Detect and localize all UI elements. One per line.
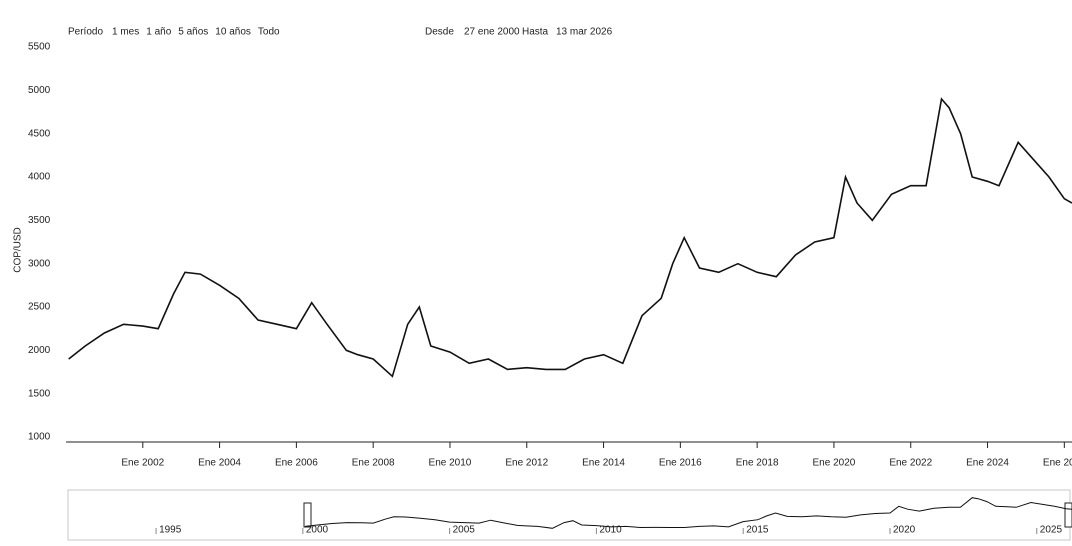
y-tick-label: 3000 (28, 258, 51, 269)
x-tick-label: Ene 2004 (198, 458, 241, 469)
y-tick-label: 5000 (28, 85, 51, 96)
y-tick-label: 3500 (28, 215, 51, 226)
x-tick-label: Ene 2024 (966, 458, 1009, 469)
navigator-tick-label: 1995 (159, 525, 182, 536)
navigator-tick-label: 2015 (746, 525, 769, 536)
y-tick-label: 4000 (28, 172, 51, 183)
y-tick-label: 5500 (28, 42, 51, 53)
x-tick-label: Ene 2016 (659, 458, 702, 469)
x-tick-label: Ene 2012 (505, 458, 548, 469)
period-label: Período (68, 27, 103, 38)
period-button[interactable]: Todo (258, 27, 280, 38)
navigator-frame (67, 489, 1071, 541)
x-tick-label: Ene 2018 (736, 458, 779, 469)
y-tick-label: 2000 (28, 345, 51, 356)
y-tick-label: 1500 (28, 388, 51, 399)
navigator-line (304, 497, 1072, 529)
period-button[interactable]: 10 años (215, 27, 251, 38)
y-tick-label: 4500 (28, 128, 51, 139)
navigator-handle[interactable] (303, 502, 312, 528)
to-label: Hasta (522, 27, 549, 38)
y-axis-label: COP/USD (13, 227, 24, 273)
period-buttons: 1 mes 1 año 5 años 10 años Todo (112, 27, 280, 38)
period-button[interactable]: 1 año (146, 27, 171, 38)
navigator-tick-label: 2025 (1040, 525, 1063, 536)
to-date[interactable]: 13 mar 2026 (556, 27, 613, 38)
navigator-tick-label: 2000 (306, 525, 329, 536)
period-button[interactable]: 1 mes (112, 27, 139, 38)
x-tick-label: Ene 2026 (1043, 458, 1072, 469)
from-label: Desde (425, 27, 454, 38)
x-tick-label: Ene 2006 (275, 458, 318, 469)
x-tick-label: Ene 2014 (582, 458, 625, 469)
navigator-tick-label: 2005 (453, 525, 476, 536)
x-tick-label: Ene 2002 (121, 458, 164, 469)
y-tick-label: 1000 (28, 432, 51, 443)
x-tick-label: Ene 2022 (889, 458, 932, 469)
period-button[interactable]: 5 años (178, 27, 208, 38)
from-date[interactable]: 27 ene 2000 (464, 27, 520, 38)
x-tick-label: Ene 2010 (429, 458, 472, 469)
navigator-handle[interactable] (1064, 502, 1072, 528)
price-line (68, 97, 1072, 378)
y-tick-label: 2500 (28, 302, 51, 313)
navigator-tick-label: 2020 (893, 525, 916, 536)
navigator-tick-label: 2010 (599, 525, 622, 536)
x-tick-label: Ene 2020 (813, 458, 856, 469)
x-tick-label: Ene 2008 (352, 458, 395, 469)
